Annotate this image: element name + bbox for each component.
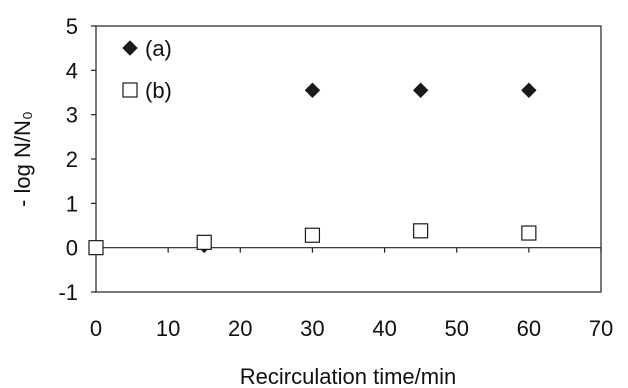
y-tick-label: 2 bbox=[66, 147, 78, 172]
data-point-series-b bbox=[521, 225, 537, 241]
y-tick-label: 1 bbox=[66, 191, 78, 216]
legend-marker-b bbox=[122, 82, 138, 98]
data-points bbox=[88, 82, 537, 256]
x-tick-label: 70 bbox=[589, 316, 613, 341]
data-point-series-a bbox=[412, 82, 429, 98]
x-axis-label: Recirculation time/min bbox=[240, 364, 456, 388]
x-tick-label: 20 bbox=[228, 316, 252, 341]
tick-labels: 0 10 20 30 40 50 60 70 -1 0 1 2 3 4 5 bbox=[58, 14, 613, 341]
y-tick-label: 0 bbox=[66, 236, 78, 261]
legend-label-b: (b) bbox=[145, 78, 172, 103]
y-tick-label: 3 bbox=[66, 103, 78, 128]
data-point-series-b bbox=[88, 240, 104, 256]
y-tick-label: -1 bbox=[58, 280, 78, 305]
plot-border bbox=[95, 25, 602, 293]
x-tick-label: 30 bbox=[300, 316, 324, 341]
plot-area bbox=[95, 25, 602, 293]
legend: (a) (b) bbox=[122, 36, 172, 103]
legend-label-a: (a) bbox=[145, 36, 172, 61]
data-point-series-a bbox=[521, 82, 537, 98]
data-point-series-b bbox=[304, 227, 321, 243]
y-tick-label: 4 bbox=[66, 58, 78, 83]
data-point-series-b bbox=[196, 234, 212, 250]
data-point-series-a bbox=[304, 82, 321, 98]
axis-ticks bbox=[91, 25, 602, 293]
x-tick-label: 60 bbox=[517, 316, 541, 341]
x-tick-label: 10 bbox=[156, 316, 180, 341]
x-tick-label: 0 bbox=[90, 316, 102, 341]
y-axis-label: - log N/N₀ bbox=[10, 111, 35, 207]
y-tick-label: 5 bbox=[66, 14, 78, 39]
x-tick-label: 40 bbox=[372, 316, 396, 341]
legend-marker-a bbox=[122, 40, 138, 56]
x-tick-label: 50 bbox=[444, 316, 468, 341]
data-point-series-b bbox=[413, 223, 429, 239]
